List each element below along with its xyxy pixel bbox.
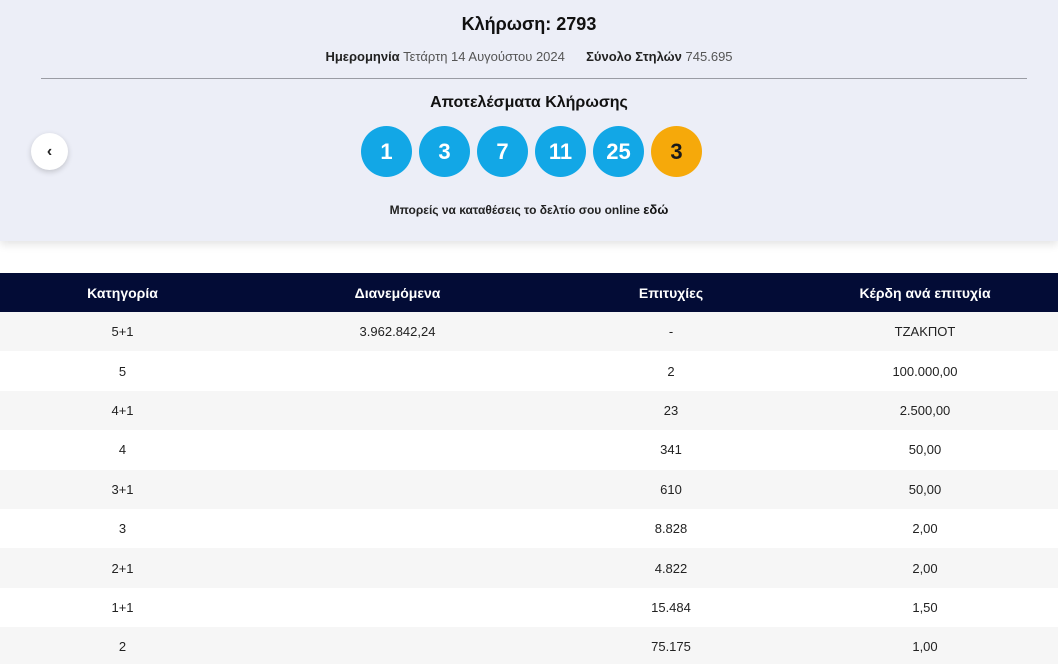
cell-winners: - <box>668 324 674 340</box>
date-value: Τετάρτη 14 Αυγούστου 2024 <box>403 49 565 64</box>
draw-title: Κλήρωση: 2793 <box>461 14 597 34</box>
chevron-left-icon: ‹ <box>46 142 53 160</box>
previous-draw-button[interactable]: ‹ <box>31 133 68 170</box>
cell-prize: 1,50 <box>912 599 938 615</box>
cell-category: 5 <box>118 363 127 379</box>
cell-winners: 341 <box>660 442 682 458</box>
cell-winners: 4.822 <box>654 560 688 576</box>
prize-table: Κατηγορία Διανεμόμενα Επιτυχίες Κέρδη αν… <box>0 273 1058 664</box>
cell-category: 3 <box>118 521 127 537</box>
cell-prize: 1,00 <box>912 639 938 655</box>
number-ball: 1 <box>361 126 412 177</box>
draw-meta: Ημερομηνία Τετάρτη 14 Αυγούστου 2024 Σύν… <box>0 49 1058 64</box>
results-title: Αποτελέσματα Κλήρωσης <box>430 94 628 111</box>
header-prize: Κέρδη ανά επιτυχία <box>859 284 991 301</box>
online-link[interactable]: εδώ <box>643 202 669 217</box>
number-ball: 7 <box>477 126 528 177</box>
header-category: Κατηγορία <box>87 284 158 301</box>
table-row: 4 341 50,00 <box>0 430 1058 470</box>
cell-prize: 2.500,00 <box>899 402 951 418</box>
table-row: 5+1 3.962.842,24 - ΤΖΑΚΠΟΤ <box>0 312 1058 352</box>
cell-category: 2 <box>118 639 127 655</box>
table-row: 4+1 23 2.500,00 <box>0 390 1058 431</box>
columns-value: 745.695 <box>685 49 733 64</box>
table-header: Κατηγορία Διανεμόμενα Επιτυχίες Κέρδη αν… <box>0 273 1058 312</box>
table-body: 5+1 3.962.842,24 - ΤΖΑΚΠΟΤ 5 2 100.000,0… <box>0 312 1058 664</box>
draw-panel: Κλήρωση: 2793 Ημερομηνία Τετάρτη 14 Αυγο… <box>0 0 1058 241</box>
columns-label: Σύνολο Στηλών <box>586 49 682 64</box>
cell-winners: 15.484 <box>651 599 691 615</box>
cell-prize: 2,00 <box>912 521 938 537</box>
cell-category: 1+1 <box>111 599 134 615</box>
online-note: Μπορείς να καταθέσεις το δελτίο σου onli… <box>0 202 1058 217</box>
header-distributed: Διανεμόμενα <box>354 284 441 301</box>
cell-winners: 75.175 <box>651 639 691 655</box>
winning-numbers: 1 3 7 11 25 3 <box>361 126 702 177</box>
cell-prize: ΤΖΑΚΠΟΤ <box>894 324 956 340</box>
online-note-text: Μπορείς να καταθέσεις το δελτίο σου onli… <box>389 203 640 217</box>
number-ball: 25 <box>593 126 644 177</box>
cell-category: 3+1 <box>111 481 134 497</box>
cell-distributed: 3.962.842,24 <box>359 324 436 340</box>
cell-prize: 100.000,00 <box>892 363 958 379</box>
number-ball: 11 <box>535 126 586 177</box>
cell-category: 4 <box>118 442 127 458</box>
table-row: 5 2 100.000,00 <box>0 351 1058 391</box>
table-row: 2 75.175 1,00 <box>0 627 1058 664</box>
cell-prize: 50,00 <box>908 481 942 497</box>
cell-category: 5+1 <box>111 324 134 340</box>
bonus-ball: 3 <box>651 126 702 177</box>
table-row: 3 8.828 2,00 <box>0 508 1058 549</box>
cell-category: 4+1 <box>111 402 134 418</box>
number-ball: 3 <box>419 126 470 177</box>
date-label: Ημερομηνία <box>325 49 400 64</box>
cell-prize: 2,00 <box>912 560 938 576</box>
table-row: 3+1 610 50,00 <box>0 469 1058 509</box>
cell-category: 2+1 <box>111 560 134 576</box>
divider <box>41 78 1027 79</box>
header-winners: Επιτυχίες <box>638 284 704 301</box>
cell-winners: 23 <box>663 402 679 418</box>
table-row: 2+1 4.822 2,00 <box>0 548 1058 588</box>
cell-winners: 2 <box>667 363 675 379</box>
cell-winners: 8.828 <box>654 521 688 537</box>
table-row: 1+1 15.484 1,50 <box>0 587 1058 628</box>
cell-prize: 50,00 <box>908 442 942 458</box>
cell-winners: 610 <box>660 481 682 497</box>
